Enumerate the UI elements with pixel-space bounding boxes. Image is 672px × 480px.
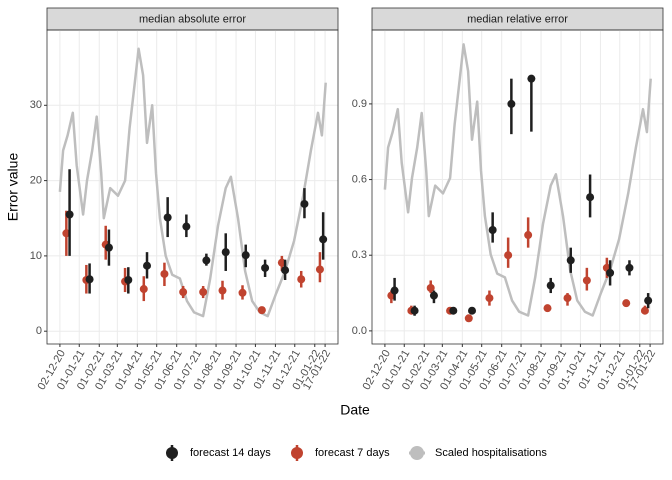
point: [143, 261, 152, 270]
point: [527, 74, 536, 83]
point: [644, 296, 653, 305]
point: [606, 268, 615, 277]
x-axis-title: Date: [340, 402, 370, 418]
point: [507, 99, 516, 108]
point: [426, 284, 435, 293]
point: [297, 275, 306, 284]
panel-background: [372, 30, 663, 344]
point: [315, 265, 324, 274]
point: [202, 256, 211, 265]
point: [241, 251, 250, 260]
point: [429, 291, 438, 300]
point: [543, 304, 552, 313]
point: [622, 299, 631, 308]
point: [449, 306, 458, 315]
point: [199, 288, 208, 297]
strip-title: median absolute error: [139, 13, 246, 25]
point: [261, 263, 270, 272]
point: [582, 276, 591, 285]
point: [524, 231, 533, 240]
point: [182, 222, 191, 231]
point: [257, 306, 266, 315]
panel-border: [46, 29, 339, 345]
point: [85, 275, 94, 284]
strip-title: median relative error: [467, 13, 568, 25]
y-axis-title: Error value: [5, 153, 21, 222]
point: [504, 251, 513, 260]
legend-key: [166, 447, 178, 459]
point: [160, 269, 169, 278]
point: [221, 248, 230, 257]
point: [300, 199, 309, 208]
point: [319, 235, 328, 244]
point: [179, 288, 188, 297]
point: [281, 266, 290, 275]
point: [563, 294, 572, 303]
legend-key: [291, 447, 303, 459]
y-tick-label: 0.0: [352, 325, 367, 337]
legend-label: Scaled hospitalisations: [435, 447, 547, 459]
y-tick-label: 10: [30, 250, 42, 262]
point: [218, 286, 227, 295]
point: [163, 213, 172, 222]
point: [464, 314, 473, 323]
y-tick-label: 0.3: [352, 249, 367, 261]
hospitalisation-line: [383, 43, 652, 317]
legend-label: forecast 7 days: [315, 447, 390, 459]
y-tick-label: 30: [30, 99, 42, 111]
point: [586, 193, 595, 202]
point: [488, 226, 497, 235]
point: [390, 286, 399, 295]
panel-border: [371, 29, 664, 345]
point: [566, 256, 575, 265]
point: [640, 306, 649, 315]
point: [485, 294, 494, 303]
panel-background: [47, 30, 338, 344]
point: [546, 281, 555, 290]
point: [104, 243, 113, 252]
point: [65, 210, 74, 219]
y-tick-label: 0: [36, 325, 42, 337]
point: [139, 285, 148, 294]
hospitalisation-line: [58, 47, 327, 318]
point: [468, 306, 477, 315]
legend-key: [410, 446, 424, 460]
point: [625, 263, 634, 272]
point: [124, 275, 133, 284]
y-tick-label: 0.9: [352, 98, 367, 110]
point: [410, 306, 419, 315]
point: [238, 288, 247, 297]
y-tick-label: 0.6: [352, 173, 367, 185]
y-tick-label: 20: [30, 175, 42, 187]
legend-label: forecast 14 days: [190, 447, 271, 459]
